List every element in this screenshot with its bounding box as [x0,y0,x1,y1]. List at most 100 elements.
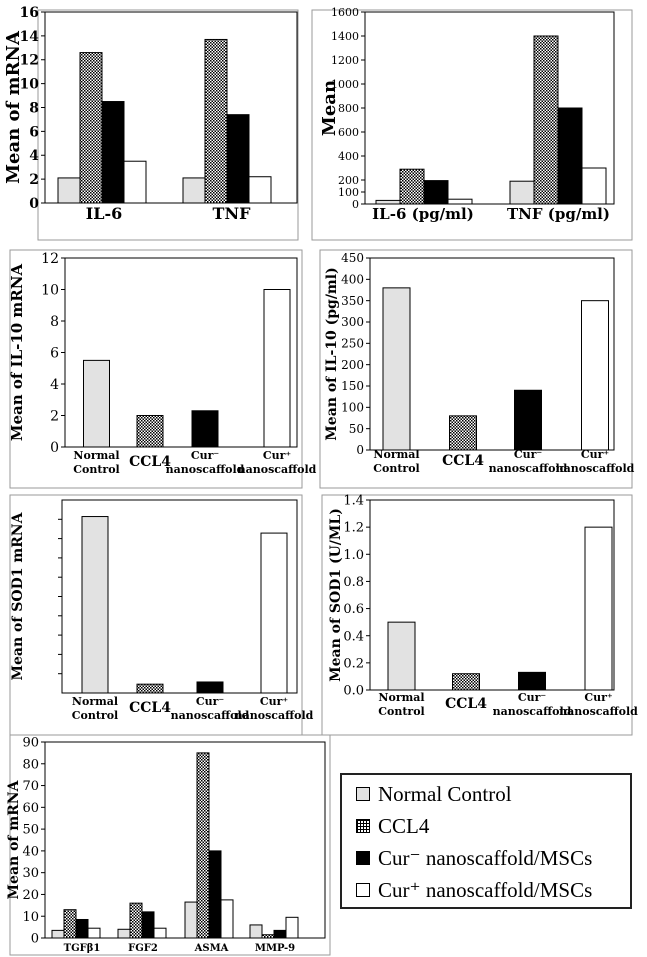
y-tick-label: 150 [341,379,364,393]
panel-2-frame [311,9,633,241]
y-tick-label: 300 [341,315,364,329]
bar-asma-series-1 [184,901,198,939]
x-category-label: nanoscaffold [171,709,250,722]
y-tick-label: 200 [338,174,359,187]
y-tick-label: 1600 [331,6,359,19]
y-tick-label: 200 [341,358,364,372]
bar-mmp-9-series-4 [285,916,299,939]
x-category-label: CCL4 [442,453,484,469]
x-category-label: FGF2 [128,943,158,954]
legend-swatch-cur-negative [356,851,370,865]
y-tick-label: 1.4 [343,494,364,509]
bar-fgf2-series-4 [153,927,167,939]
y-tick-label: 1.2 [343,521,364,536]
panel-7-frame [9,734,331,956]
y-tick-label: 90 [22,736,39,751]
bar-ccl4 [452,673,480,691]
y-tick-label: 350 [341,294,364,308]
y-tick-label: 20 [22,888,39,903]
legend-item-normal-control: Normal Control [356,781,512,807]
x-category-label: Control [73,463,119,476]
bar-tnf-series-2 [204,38,228,204]
bar-cur-nanoscaffold [514,389,542,451]
x-category-label: Cur⁻ [518,691,547,704]
x-category-label: ASMA [194,943,229,954]
x-category-label: Cur⁺ [584,691,613,704]
x-category-label: TNF (pg/ml) [507,205,610,223]
x-category-label: CCL4 [129,700,171,716]
x-category-label: IL-6 [86,204,123,223]
x-category-label: CCL4 [129,454,171,470]
bar-tnf-series-3 [226,114,250,204]
x-category-label: Cur⁻ [196,695,225,708]
bar-tgf-1-series-4 [87,927,101,939]
y-tick-label: 12 [41,251,59,267]
y-tick-label: 1400 [331,30,359,43]
x-category-label: nanoscaffold [235,709,314,722]
x-category-label: Control [72,709,118,722]
y-tick-label: 8 [29,100,39,116]
y-tick-label: 10 [41,282,59,298]
bar-normal-control [83,359,110,448]
y-tick-label: 16 [20,5,39,21]
bar-il-6-series-1 [57,177,81,204]
bar-cur-nanoscaffold [584,526,613,691]
y-tick-label: 0 [356,443,364,457]
legend-item-ccl4: CCL4 [356,813,429,839]
bar-asma-series-4 [220,899,234,939]
y-axis-label: Mean of SOD1 (U/ML) [328,508,344,682]
legend-label: CCL4 [378,814,430,838]
legend-item-cur-negative: Cur⁻ nanoscaffold/MSCs [356,845,592,871]
legend-label: Cur⁺ nanoscaffold/MSCs [378,878,593,902]
legend-swatch-cur-positive [356,883,370,897]
y-tick-label: 60 [22,801,39,816]
bar-tnf-pg-ml--series-1 [509,180,535,205]
y-tick-label: 800 [338,102,359,115]
x-category-label: MMP-9 [255,943,295,954]
y-tick-label: 50 [349,422,364,436]
bar-ccl4 [449,415,477,451]
bar-cur-nanoscaffold [581,300,609,451]
x-category-label: IL-6 (pg/ml) [372,205,474,223]
y-tick-label: 40 [22,844,39,859]
y-tick-label: 1200 [331,54,359,67]
y-tick-label: 1000 [331,78,359,91]
y-tick-label: 12 [20,53,39,69]
y-tick-label: 0 [29,196,39,212]
legend-item-cur-positive: Cur⁺ nanoscaffold/MSCs [356,877,592,903]
x-category-label: nanoscaffold [493,705,572,718]
bar-il-6-series-2 [79,52,103,204]
y-tick-label: 4 [50,377,59,393]
x-category-label: Normal [73,449,119,462]
x-category-label: nanoscaffold [489,462,568,475]
bar-tnf-pg-ml--series-3 [557,107,583,205]
legend-label: Normal Control [378,782,512,806]
y-axis-label: Mean of mRNA [3,30,24,184]
x-category-label: Normal [378,691,424,704]
x-category-label: nanoscaffold [166,463,245,476]
panel-6-plot-frame [369,499,615,691]
y-tick-label: 0.0 [343,684,364,699]
y-tick-label: 0.6 [343,602,364,617]
y-tick-label: 50 [22,823,39,838]
bar-asma-series-2 [196,752,210,939]
bar-mmp-9-series-2 [261,934,275,939]
y-axis-label: Mean of SOD1 mRNA [10,511,26,680]
y-tick-label: 100 [338,186,359,199]
y-tick-label: 100 [341,401,364,415]
y-axis-label: Mean [319,80,340,136]
bar-fgf2-series-3 [141,911,155,939]
x-category-label: TGFβ1 [64,943,101,954]
y-tick-label: 8 [50,314,59,330]
bar-normal-control [382,287,411,451]
y-tick-label: 10 [20,77,40,93]
y-tick-label: 0.2 [343,656,364,671]
y-axis-label: Mean of mRNA [6,779,22,899]
x-category-label: Cur⁺ [260,695,289,708]
y-tick-label: 14 [20,29,40,45]
y-tick-label: 600 [338,126,359,139]
bar-tnf-series-1 [182,177,206,204]
x-category-label: CCL4 [445,696,487,712]
bar-tgf-1-series-1 [51,929,65,939]
x-category-label: Normal [373,448,419,461]
